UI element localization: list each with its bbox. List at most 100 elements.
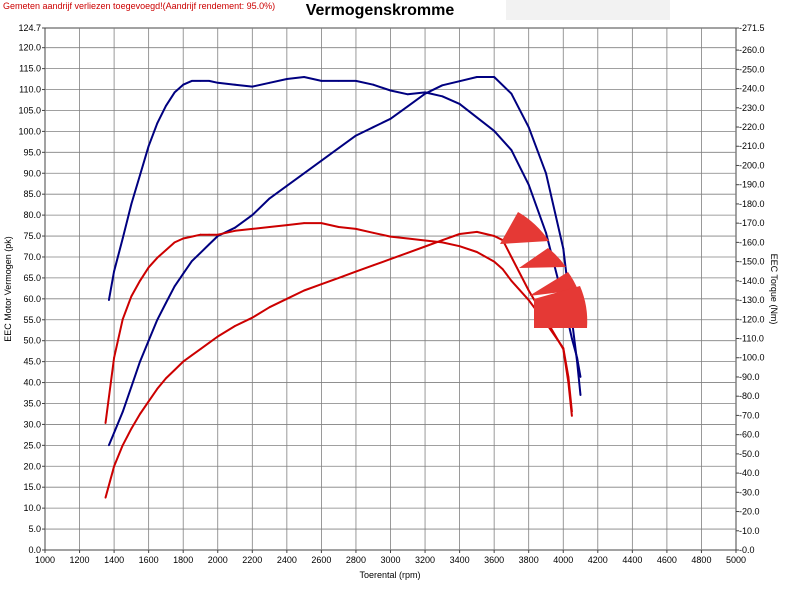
series-1-point: [268, 197, 271, 200]
efficiency-note: Gemeten aandrijf verliezen toegevoegd!(A…: [3, 1, 275, 11]
series-3-point: [493, 235, 496, 237]
series-4-point: [389, 235, 392, 238]
logo-arc-4: [534, 286, 588, 328]
series-1-point: [441, 84, 444, 87]
series-4-point: [216, 233, 219, 236]
y-left-tick-label: 35.0: [23, 398, 41, 408]
y-right-tick-label: -20.0: [739, 507, 760, 517]
series-1-point: [190, 260, 193, 263]
series-4-point: [441, 241, 444, 244]
series-4-point: [286, 224, 288, 227]
logo: [500, 212, 588, 328]
y-left-tick-label: 25.0: [23, 440, 41, 450]
y-left-tick-label: 100.0: [18, 126, 41, 136]
series-3-point: [147, 400, 150, 403]
series-2-point: [579, 376, 582, 378]
x-tick-label: 3800: [519, 555, 539, 565]
y-right-tick-label: -40.0: [739, 468, 760, 478]
series-2-point: [268, 81, 271, 84]
y-right-tick-label: -180.0: [739, 199, 765, 209]
y-left-tick-label: 30.0: [23, 419, 41, 429]
series-3-point: [303, 289, 305, 292]
series-2-point: [527, 183, 530, 186]
y-left-tick-label: 105.0: [18, 105, 41, 115]
y-left-tick-label: 15.0: [23, 482, 41, 492]
series-2-point: [406, 93, 409, 96]
series-3-point: [476, 231, 478, 233]
y-left-tick-label: 90.0: [23, 168, 41, 178]
x-tick-label: 1400: [104, 555, 124, 565]
series-1-point: [139, 360, 141, 363]
series-3-point: [406, 251, 409, 254]
series-2-point: [303, 76, 305, 78]
y-right-tick-label: -260.0: [739, 45, 765, 55]
series-4-point: [173, 241, 176, 244]
series-4-point: [190, 235, 193, 238]
series-2-point: [355, 80, 357, 82]
y-right-tick-label: -120.0: [739, 314, 765, 324]
series-3-point: [389, 258, 392, 260]
series-1-point: [527, 126, 530, 129]
series-4-point: [182, 237, 185, 240]
y-right-tick-label: -150.0: [739, 257, 765, 267]
series-2-point: [286, 78, 288, 80]
y-left-tick-label: 120.0: [18, 43, 41, 53]
series-1-point: [337, 147, 340, 150]
series-3-point: [320, 283, 323, 286]
y-right-tick-label: -160.0: [739, 237, 765, 247]
series-4-point: [510, 279, 513, 282]
series-4-point: [562, 347, 565, 349]
x-tick-label: 3200: [415, 555, 435, 565]
series-2-point: [139, 174, 141, 177]
series-3-point: [234, 325, 236, 327]
series-4-point: [527, 299, 530, 301]
series-2-point: [108, 299, 110, 301]
series-2-point: [208, 80, 211, 82]
series-2-point: [182, 83, 185, 86]
y-axis-right-title: EEC Torque (Nm): [769, 254, 779, 325]
series-4-point: [121, 318, 124, 321]
series-2-point: [458, 103, 461, 105]
series-3-point: [571, 415, 573, 417]
series-3-point: [441, 239, 444, 242]
y-axis-left-title: EEC Motor Vermogen (pk): [3, 236, 13, 342]
x-tick-label: 5000: [726, 555, 746, 565]
series-3-point: [510, 256, 513, 258]
y-right-tick-label: -200.0: [739, 160, 765, 170]
series-1-point: [355, 134, 357, 137]
y-left-tick-label: 95.0: [23, 147, 41, 157]
series-3-point: [173, 369, 176, 371]
y-left-tick-label: 80.0: [23, 210, 41, 220]
series-2-point: [165, 105, 167, 107]
series-1-point: [372, 126, 375, 129]
series-3-point: [372, 264, 375, 267]
x-tick-label: 1800: [173, 555, 193, 565]
series-2-point: [113, 270, 115, 273]
series-1-point: [156, 318, 159, 321]
series-4-point: [567, 376, 570, 378]
y-right-tick-label: -240.0: [739, 84, 765, 94]
y-right-tick-label: -110.0: [739, 334, 764, 344]
x-tick-label: 4600: [657, 555, 677, 565]
series-4-point: [406, 237, 409, 240]
series-2-point: [441, 95, 444, 98]
series-3-point: [130, 427, 133, 430]
title-box: [506, 0, 670, 20]
series-4-point: [372, 231, 375, 234]
y-right-tick-label: -90.0: [739, 372, 760, 382]
series-2-point: [234, 83, 236, 86]
series-2-point: [337, 80, 340, 82]
series-2-point: [571, 337, 573, 340]
series-1-point: [303, 172, 305, 175]
series-3-point: [268, 306, 271, 309]
y-left-tick-label: 60.0: [23, 294, 41, 304]
series-1-point: [182, 272, 185, 275]
series-1-point: [121, 411, 124, 413]
y-left-tick-label: 20.0: [23, 461, 41, 471]
series-4-point: [501, 268, 504, 271]
y-right-tick-label: -220.0: [739, 122, 765, 132]
y-left-tick-label: 10.0: [23, 503, 41, 513]
series-3-point: [199, 348, 202, 350]
series-3-point: [182, 360, 185, 363]
